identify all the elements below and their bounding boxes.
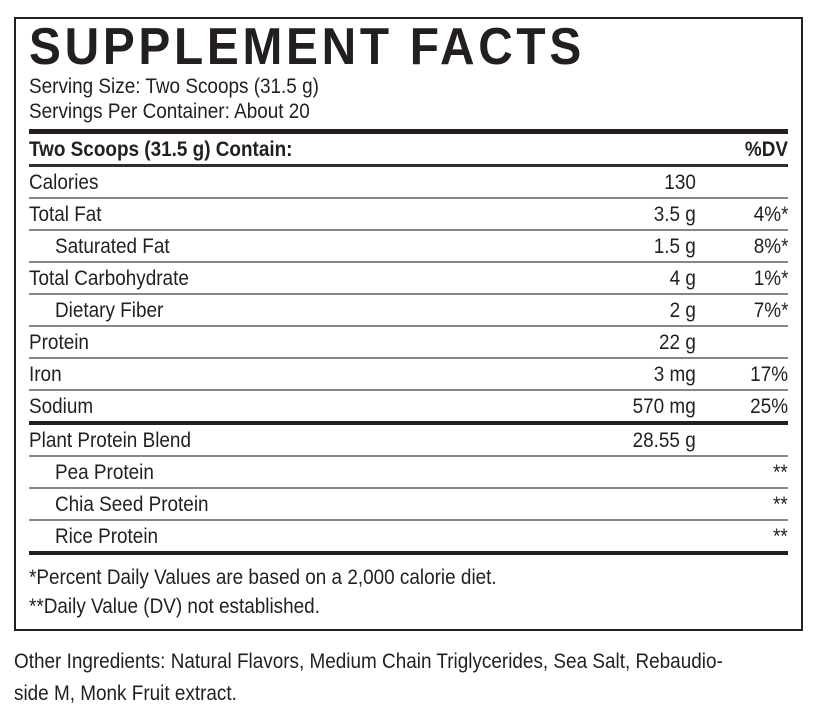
nutrient-name-cell: Protein — [29, 326, 576, 359]
nutrient-amount-cell: 2 g — [575, 294, 696, 327]
nutrient-name-cell: Iron — [29, 358, 576, 391]
table-row-protein: Protein 22 g — [29, 326, 788, 359]
table-header-row: Two Scoops (31.5 g) Contain: %DV — [29, 134, 788, 167]
divider-thick-top — [29, 129, 788, 134]
other-ingredients: Other Ingredients: Natural Flavors, Medi… — [14, 645, 814, 709]
nutrient-name-cell: Rice Protein — [29, 520, 576, 555]
table-row-rice-protein: Rice Protein ** — [29, 520, 788, 555]
footnote-dv-not-established: **Daily Value (DV) not established. — [29, 594, 320, 618]
table-row-chia-seed-protein: Chia Seed Protein ** — [29, 488, 788, 521]
nutrient-name-cell: Dietary Fiber — [29, 294, 576, 327]
nutrient-dv-cell — [696, 165, 788, 199]
nutrient-amount-cell: 570 mg — [575, 390, 696, 425]
other-ingredients-line-1: Other Ingredients: Natural Flavors, Medi… — [14, 649, 723, 673]
nutrient-amount-cell: 3 mg — [575, 358, 696, 391]
servings-per-container: Servings Per Container: About 20 — [29, 99, 788, 124]
nutrient-dv-cell: 17% — [696, 358, 788, 391]
nutrient-amount-cell: 1.5 g — [575, 230, 696, 263]
nutrient-dv-cell: 4%* — [696, 198, 788, 231]
table-row-plant-protein-blend: Plant Protein Blend 28.55 g — [29, 423, 788, 457]
nutrient-dv-cell: 25% — [696, 390, 788, 425]
servings-per-container-text: Servings Per Container: About 20 — [29, 99, 310, 123]
supplement-facts-panel: SUPPLEMENT FACTS Serving Size: Two Scoop… — [14, 17, 803, 631]
panel-title: SUPPLEMENT FACTS — [29, 18, 585, 76]
nutrient-name-cell: Total Fat — [29, 198, 576, 231]
nutrient-amount-cell: 22 g — [575, 326, 696, 359]
nutrient-dv-cell: ** — [696, 520, 788, 555]
other-ingredients-line-2: side M, Monk Fruit extract. — [14, 681, 237, 705]
nutrient-amount-cell — [575, 488, 696, 521]
nutrient-amount-cell: 3.5 g — [575, 198, 696, 231]
table-row-total-carbohydrate: Total Carbohydrate 4 g 1%* — [29, 262, 788, 295]
nutrient-amount-cell: 28.55 g — [575, 423, 696, 457]
table-row-saturated-fat: Saturated Fat 1.5 g 8%* — [29, 230, 788, 263]
table-row-sodium: Sodium 570 mg 25% — [29, 390, 788, 425]
nutrient-amount-cell: 130 — [575, 165, 696, 199]
nutrient-amount-cell — [575, 456, 696, 489]
nutrient-name-cell: Pea Protein — [29, 456, 576, 489]
table-row-iron: Iron 3 mg 17% — [29, 358, 788, 391]
table-row-calories: Calories 130 — [29, 165, 788, 199]
footnote-percent-dv: *Percent Daily Values are based on a 2,0… — [29, 565, 497, 589]
nutrient-dv-cell: ** — [696, 488, 788, 521]
header-contain-label: Two Scoops (31.5 g) Contain: — [29, 134, 696, 167]
nutrient-name-cell: Plant Protein Blend — [29, 423, 576, 457]
table-row-dietary-fiber: Dietary Fiber 2 g 7%* — [29, 294, 788, 327]
serving-size-text: Serving Size: Two Scoops (31.5 g) — [29, 74, 319, 98]
header-dv-label: %DV — [696, 134, 788, 167]
nutrient-name-cell: Calories — [29, 165, 576, 199]
table-row-pea-protein: Pea Protein ** — [29, 456, 788, 489]
nutrient-dv-cell — [696, 326, 788, 359]
footnotes: *Percent Daily Values are based on a 2,0… — [29, 555, 788, 621]
nutrient-name-cell: Saturated Fat — [29, 230, 576, 263]
nutrient-dv-cell: 8%* — [696, 230, 788, 263]
nutrient-name-cell: Sodium — [29, 390, 576, 425]
nutrient-dv-cell: 7%* — [696, 294, 788, 327]
nutrient-dv-cell: ** — [696, 456, 788, 489]
nutrient-amount-cell — [575, 520, 696, 555]
serving-size: Serving Size: Two Scoops (31.5 g) — [29, 74, 788, 99]
nutrient-amount-cell: 4 g — [575, 262, 696, 295]
nutrient-table: Two Scoops (31.5 g) Contain: %DV Calorie… — [29, 134, 788, 555]
nutrient-name-cell: Chia Seed Protein — [29, 488, 576, 521]
nutrient-dv-cell — [696, 423, 788, 457]
nutrient-name-cell: Total Carbohydrate — [29, 262, 576, 295]
table-row-total-fat: Total Fat 3.5 g 4%* — [29, 198, 788, 231]
nutrient-dv-cell: 1%* — [696, 262, 788, 295]
